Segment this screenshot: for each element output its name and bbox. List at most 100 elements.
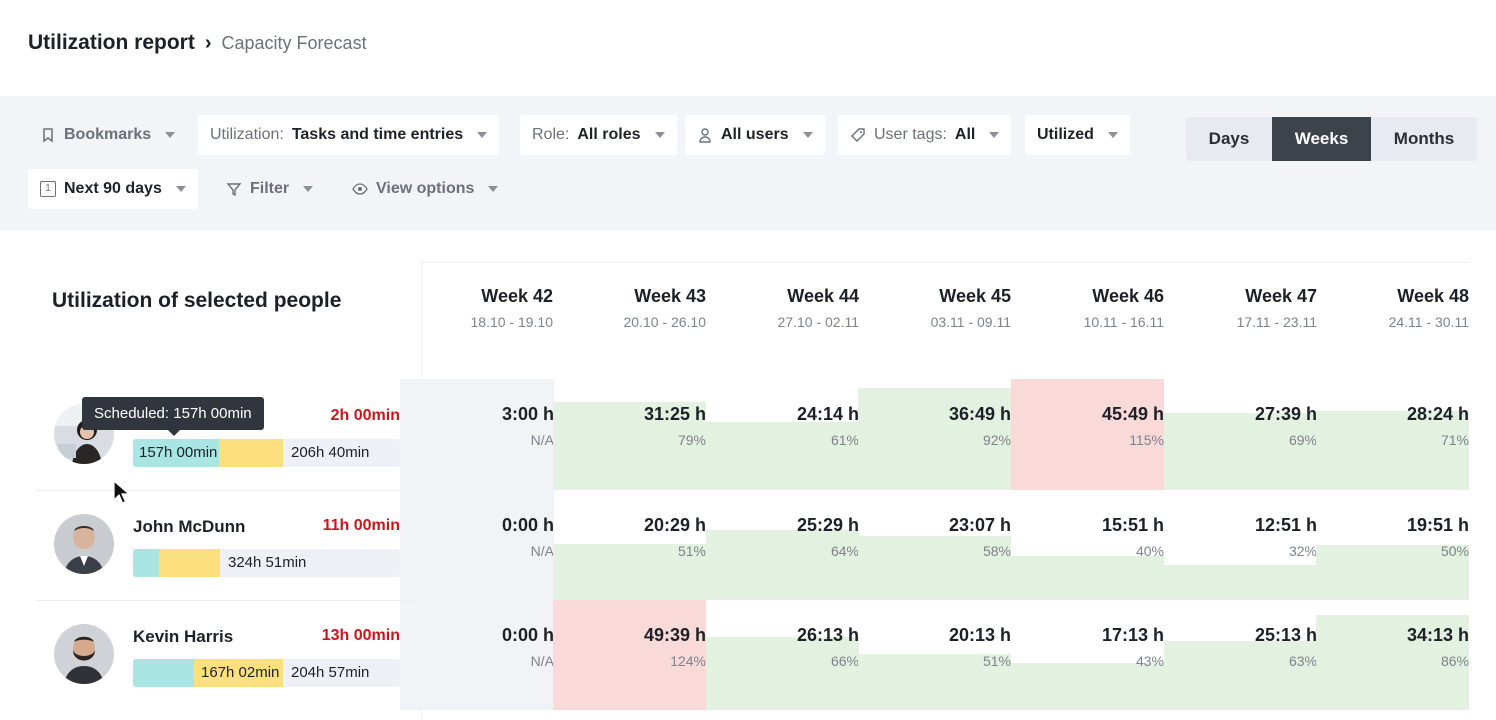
user-tags-label: User tags: [874, 126, 947, 143]
utilization-fill [858, 387, 1011, 490]
hours-value: 28:24 h [1406, 404, 1469, 424]
breadcrumb-title[interactable]: Utilization report [28, 31, 195, 54]
user-tags-dropdown[interactable]: User tags: All [838, 115, 1012, 155]
utilization-cell[interactable]: 36:49 h 92% [858, 379, 1011, 490]
utilization-cell[interactable]: 20:29 h 51% [553, 490, 706, 600]
hours-value: 23:07 h [948, 515, 1011, 535]
percent-value: 43% [1135, 653, 1164, 669]
overtime-value: 2h 00min [330, 407, 400, 424]
utilization-cell[interactable]: 45:49 h 115% [1011, 379, 1164, 490]
utilized-dropdown[interactable]: Utilized [1025, 115, 1130, 155]
workload-bar[interactable]: 157h 00min 206h 40min [133, 439, 400, 467]
utilization-label: Utilization: [210, 126, 284, 143]
percent-value: 69% [1288, 432, 1317, 448]
chevron-down-icon [1107, 132, 1118, 138]
utilization-cell[interactable]: 24:14 h 61% [706, 379, 859, 490]
utilization-cell[interactable]: 27:39 h 69% [1164, 379, 1317, 490]
utilization-cell[interactable]: 0:00 h N/A [400, 490, 554, 600]
hours-value: 31:25 h [643, 404, 706, 424]
week-column-header: Week 48 24.11 - 30.11 [1317, 286, 1469, 330]
week-dates: 27.10 - 02.11 [777, 314, 859, 330]
utilization-fill [1316, 615, 1469, 710]
utilization-cell[interactable]: 34:13 h 86% [1316, 600, 1469, 710]
chevron-down-icon [488, 186, 499, 192]
week-name: Week 45 [939, 286, 1011, 306]
bookmarks-dropdown[interactable]: Bookmarks [28, 115, 187, 155]
workload-bar[interactable]: 324h 51min [133, 549, 400, 577]
hours-value: 24:14 h [796, 404, 859, 424]
hours-value: 25:29 h [796, 515, 859, 535]
utilization-cell[interactable]: 19:51 h 50% [1316, 490, 1469, 600]
utilization-cell[interactable]: 28:24 h 71% [1316, 379, 1469, 490]
person-name: Kevin Harris [133, 627, 234, 646]
view-weeks-button[interactable]: Weeks [1272, 117, 1371, 161]
utilization-cell[interactable]: 17:13 h 43% [1011, 600, 1164, 710]
utilization-fill [1011, 379, 1164, 490]
week-column-header: Week 43 20.10 - 26.10 [554, 286, 706, 330]
user-icon [699, 128, 711, 143]
filter-label: Filter [250, 180, 290, 197]
view-options-dropdown[interactable]: View options [340, 169, 510, 209]
period-dropdown[interactable]: 1 Next 90 days [28, 169, 198, 209]
week-name: Week 44 [787, 286, 859, 306]
percent-value: 124% [670, 653, 706, 669]
breadcrumb: Utilization report › Capacity Forecast [28, 31, 367, 55]
hours-value: 12:51 h [1254, 515, 1317, 535]
chevron-down-icon [175, 186, 186, 192]
hours-value: 45:49 h [1101, 404, 1164, 424]
utilization-cell[interactable]: 49:39 h 124% [553, 600, 706, 710]
week-dates: 18.10 - 19.10 [470, 314, 553, 330]
bookmark-icon [43, 128, 53, 143]
week-name: Week 46 [1092, 286, 1164, 306]
utilization-cell[interactable]: 20:13 h 51% [858, 600, 1011, 710]
utilization-cell[interactable]: 25:29 h 64% [706, 490, 859, 600]
percent-value: 66% [830, 653, 859, 669]
utilization-cell[interactable]: 3:00 h N/A [400, 379, 554, 490]
utilization-dropdown[interactable]: Utilization: Tasks and time entries [198, 115, 500, 155]
scheduled-tooltip: Scheduled: 157h 00min [82, 397, 264, 436]
chevron-down-icon [802, 132, 813, 138]
users-dropdown[interactable]: All users [685, 115, 825, 155]
week-name: Week 48 [1397, 286, 1469, 306]
workload-bar[interactable]: 167h 02min 204h 57min [133, 659, 400, 687]
view-days-button[interactable]: Days [1208, 129, 1250, 148]
week-name: Week 43 [634, 286, 706, 306]
percent-value: N/A [530, 543, 554, 559]
remaining-text: 324h 51min [228, 554, 307, 571]
table-title: Utilization of selected people [52, 289, 342, 312]
scheduled-text: 167h 02min [201, 664, 280, 681]
filter-dropdown[interactable]: Filter [214, 169, 325, 209]
person-row[interactable]: John McDunn 11h 00min 324h 51min [54, 514, 400, 604]
utilization-fill [1316, 411, 1469, 490]
person-row[interactable]: Kevin Harris 13h 00min 167h 02min 204h 5… [54, 624, 400, 714]
percent-value: 63% [1288, 653, 1317, 669]
utilization-cell[interactable]: 0:00 h N/A [400, 600, 554, 710]
tag-icon [851, 128, 865, 142]
utilization-cell[interactable]: 25:13 h 63% [1164, 600, 1317, 710]
hours-value: 19:51 h [1406, 515, 1469, 535]
avatar[interactable] [54, 624, 114, 684]
hours-value: 0:00 h [501, 515, 554, 535]
utilization-fill [1011, 556, 1164, 600]
utilization-cell[interactable]: 31:25 h 79% [553, 379, 706, 490]
utilization-fill [1011, 662, 1164, 710]
view-months-button[interactable]: Months [1393, 129, 1455, 148]
mouse-cursor-icon [113, 480, 131, 504]
remaining-text: 206h 40min [291, 444, 370, 461]
utilization-cell[interactable]: 23:07 h 58% [858, 490, 1011, 600]
users-value: All users [721, 126, 789, 143]
avatar[interactable] [54, 514, 114, 574]
utilization-cell[interactable]: 12:51 h 32% [1164, 490, 1317, 600]
utilization-cell[interactable]: 15:51 h 40% [1011, 490, 1164, 600]
utilization-fill [1164, 413, 1317, 490]
percent-value: 86% [1440, 653, 1469, 669]
hours-value: 20:29 h [643, 515, 706, 535]
role-label: Role: [532, 126, 570, 143]
role-dropdown[interactable]: Role: All roles [520, 115, 677, 155]
hours-value: 0:00 h [501, 625, 554, 645]
chevron-down-icon [989, 132, 1000, 138]
week-dates: 17.11 - 23.11 [1236, 314, 1317, 330]
utilization-cell[interactable]: 26:13 h 66% [706, 600, 859, 710]
percent-value: 50% [1440, 543, 1469, 559]
percent-value: 92% [982, 432, 1011, 448]
